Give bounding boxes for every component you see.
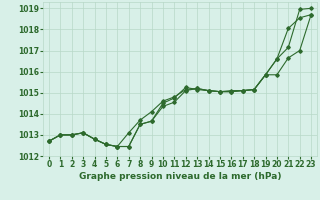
X-axis label: Graphe pression niveau de la mer (hPa): Graphe pression niveau de la mer (hPa)	[79, 172, 281, 181]
